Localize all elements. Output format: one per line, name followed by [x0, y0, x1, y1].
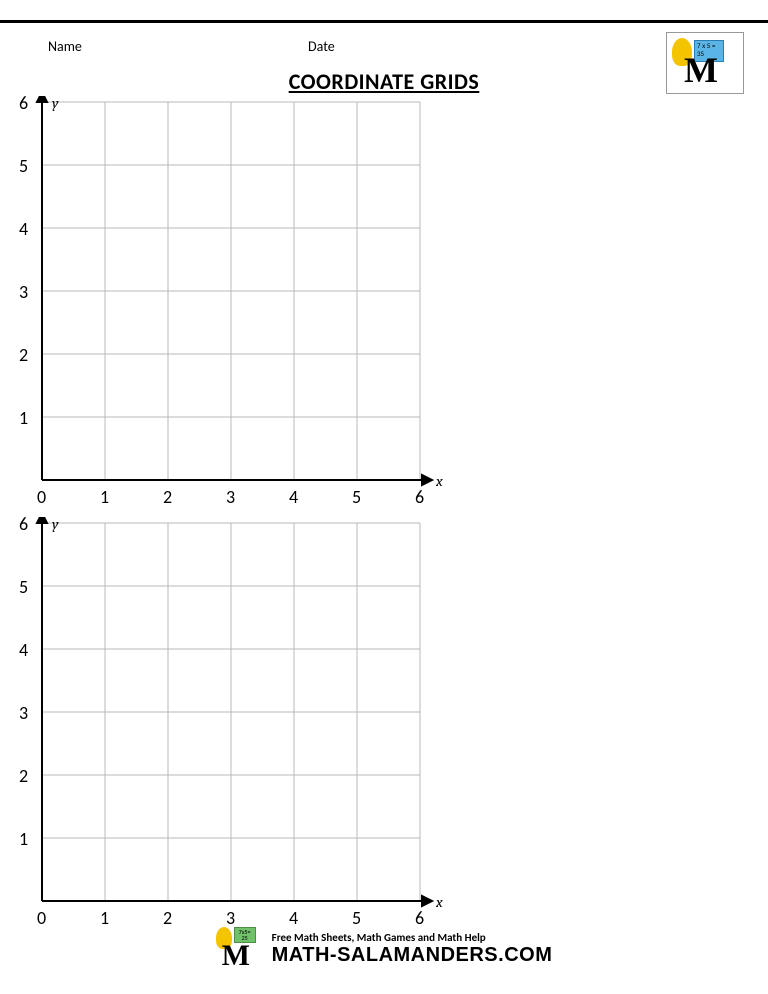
- page-title: COORDINATE GRIDS: [0, 68, 768, 95]
- y-tick-5: 5: [19, 576, 28, 598]
- x-tick-0: 0: [37, 486, 46, 508]
- x-tick-6: 6: [415, 486, 424, 508]
- x-tick-5: 5: [352, 907, 361, 929]
- y-tick-3: 3: [19, 702, 28, 724]
- footer: 7x5= 25 M Free Math Sheets, Math Games a…: [0, 927, 768, 976]
- x-tick-4: 4: [289, 907, 298, 929]
- y-tick-3: 3: [19, 281, 28, 303]
- footer-url: MATH-SALAMANDERS.COM: [272, 944, 553, 967]
- grid-svg: [12, 96, 444, 510]
- y-axis-label: y: [52, 515, 58, 533]
- y-tick-2: 2: [19, 765, 28, 787]
- name-label: Name: [48, 38, 82, 55]
- date-label: Date: [308, 38, 335, 55]
- top-rule: [0, 20, 768, 23]
- x-tick-3: 3: [226, 486, 235, 508]
- logo-letter-m: M: [684, 52, 718, 88]
- logo-graphic: 7 x 5 = 35 M: [672, 38, 738, 88]
- y-tick-1: 1: [19, 407, 28, 429]
- x-tick-5: 5: [352, 486, 361, 508]
- x-tick-1: 1: [100, 907, 109, 929]
- x-tick-3: 3: [226, 907, 235, 929]
- footer-letter-m: M: [222, 941, 250, 971]
- footer-logo: 7x5= 25 M: [216, 927, 262, 971]
- footer-text: Free Math Sheets, Math Games and Math He…: [272, 931, 553, 967]
- coordinate-grid-1: y x 6 5 4 3 2 1 0 1 2 3 4 5 6: [12, 96, 444, 515]
- coordinate-grid-2: y x 6 5 4 3 2 1 0 1 2 3 4 5 6: [12, 517, 444, 936]
- gridlines: [42, 523, 420, 901]
- x-tick-6: 6: [415, 907, 424, 929]
- y-axis-label: y: [52, 94, 58, 112]
- y-tick-5: 5: [19, 155, 28, 177]
- y-tick-6: 6: [19, 513, 28, 535]
- x-tick-0: 0: [37, 907, 46, 929]
- gridlines: [42, 102, 420, 480]
- y-tick-2: 2: [19, 344, 28, 366]
- footer-inner: 7x5= 25 M Free Math Sheets, Math Games a…: [216, 927, 553, 971]
- x-axis-label: x: [436, 472, 443, 490]
- y-tick-6: 6: [19, 92, 28, 114]
- logo-box: 7 x 5 = 35 M: [666, 32, 744, 94]
- x-tick-2: 2: [163, 907, 172, 929]
- x-tick-2: 2: [163, 486, 172, 508]
- footer-tagline: Free Math Sheets, Math Games and Math He…: [272, 931, 553, 944]
- y-tick-1: 1: [19, 828, 28, 850]
- y-tick-4: 4: [19, 218, 28, 240]
- grid-svg: [12, 517, 444, 931]
- x-tick-4: 4: [289, 486, 298, 508]
- y-tick-4: 4: [19, 639, 28, 661]
- x-axis-label: x: [436, 893, 443, 911]
- x-tick-1: 1: [100, 486, 109, 508]
